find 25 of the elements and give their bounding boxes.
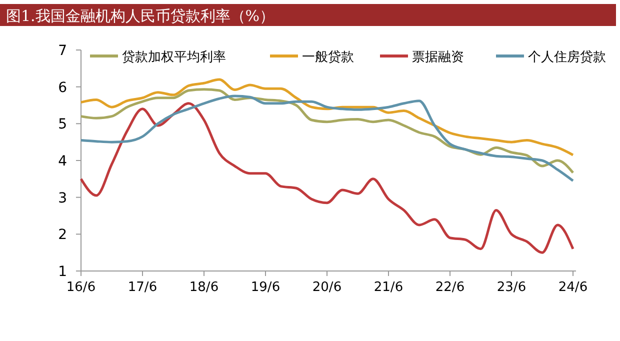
y-tick-label: 2 — [58, 227, 67, 244]
line-series — [80, 94, 574, 182]
x-tick-label: 23/6 — [496, 280, 526, 295]
x-tick-label: 20/6 — [312, 280, 342, 295]
y-tick-label: 4 — [58, 154, 68, 170]
legend-label: 个人住房贷款 — [528, 49, 606, 65]
chart-title: 图1.我国金融机构人民币贷款利率（%） — [6, 7, 275, 25]
legend-label: 票据融资 — [412, 50, 464, 65]
y-tick-label: 7 — [58, 43, 67, 59]
legend-label: 贷款加权平均利率 — [122, 49, 226, 65]
y-tick-label: 5 — [58, 116, 67, 133]
line-series — [80, 88, 574, 174]
y-tick-label: 1 — [58, 264, 67, 280]
x-tick-label: 24/6 — [558, 280, 588, 295]
x-tick-label: 16/6 — [66, 280, 96, 295]
x-tick-label: 22/6 — [435, 280, 465, 295]
x-tick-label: 21/6 — [374, 280, 404, 295]
x-tick-label: 19/6 — [250, 280, 280, 295]
y-tick-label: 3 — [58, 190, 67, 206]
line-series — [80, 102, 574, 254]
legend-label: 一般贷款 — [302, 50, 354, 65]
line-series — [80, 78, 574, 156]
x-tick-label: 18/6 — [189, 280, 219, 295]
x-tick-label: 17/6 — [128, 280, 158, 295]
y-tick-label: 6 — [58, 80, 68, 96]
